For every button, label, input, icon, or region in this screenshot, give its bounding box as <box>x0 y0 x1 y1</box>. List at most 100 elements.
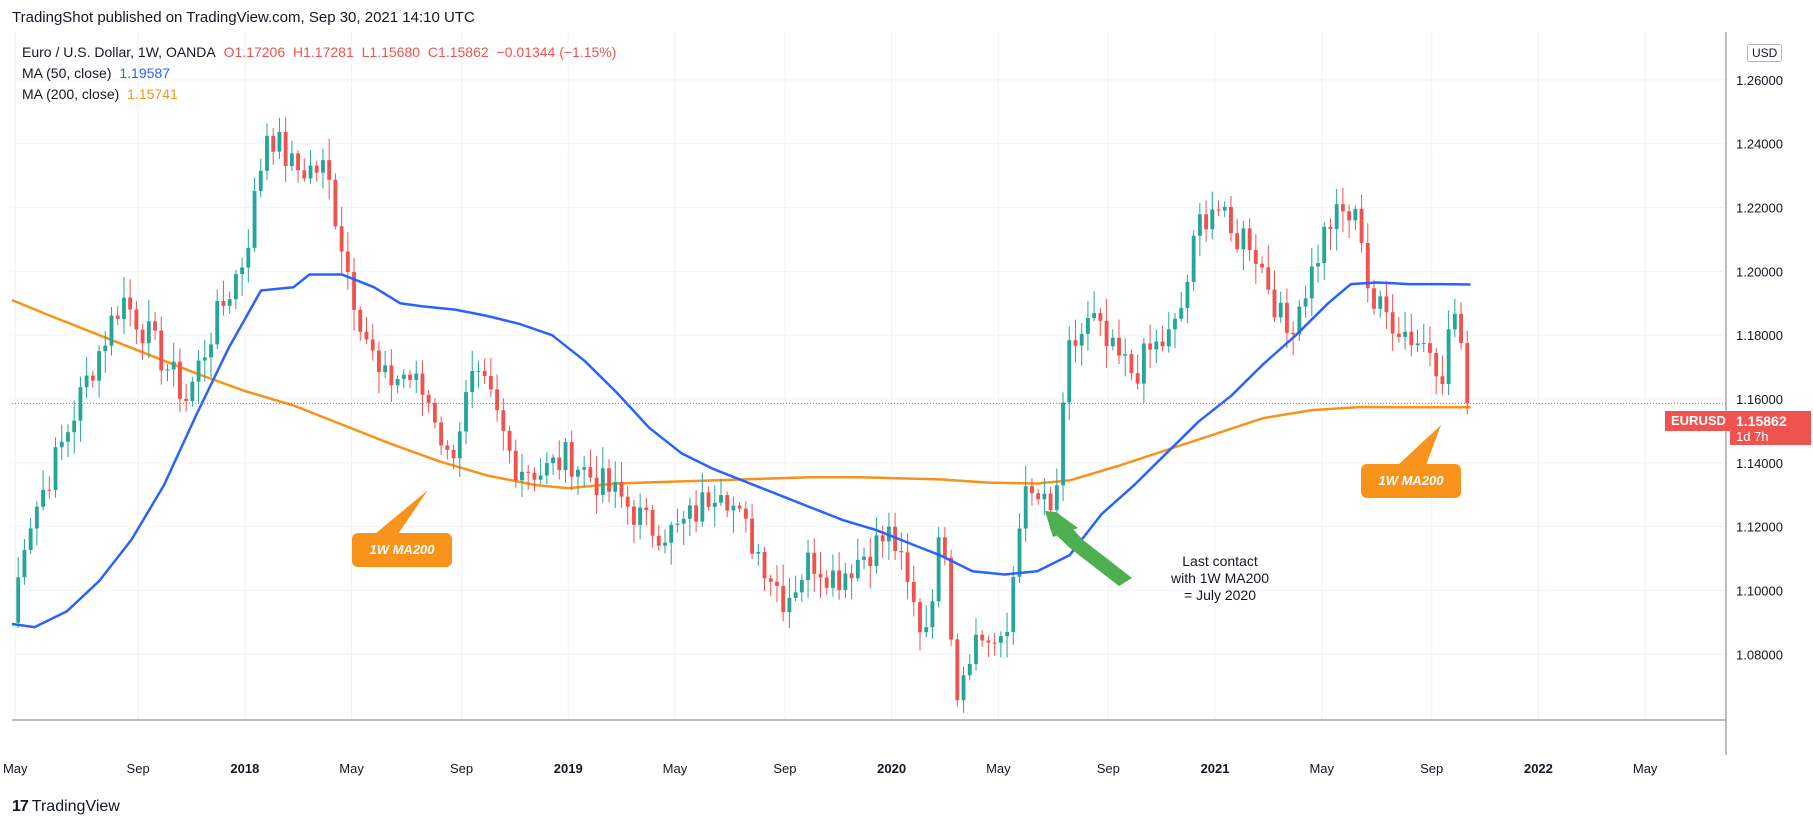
candle-body <box>34 506 39 529</box>
candle-body <box>1005 632 1009 637</box>
time-tick-label: Sep <box>1420 761 1443 776</box>
candle-body <box>563 442 568 471</box>
candle-body <box>1428 343 1432 353</box>
candle-body <box>1396 333 1401 337</box>
candle-body <box>383 365 388 373</box>
candle-body <box>470 371 475 393</box>
candle-body <box>302 170 307 179</box>
ma50-series <box>11 273 1471 629</box>
candle-body <box>843 573 848 591</box>
candle-body <box>582 467 587 470</box>
candle-body <box>911 581 916 603</box>
candle-body <box>146 321 151 344</box>
candle-body <box>488 375 493 390</box>
candle-body <box>862 556 866 560</box>
legend-ma200-value: 1.15741 <box>127 86 178 102</box>
candle-body <box>1036 493 1041 500</box>
candle-body <box>569 442 574 477</box>
candle-body <box>389 365 394 386</box>
price-tick-label: 1.20000 <box>1736 264 1783 279</box>
candle-body <box>1148 343 1153 350</box>
candle-body <box>333 179 338 227</box>
candle-body <box>1334 204 1339 229</box>
candle-body <box>1229 206 1233 234</box>
candle-body <box>526 471 531 473</box>
candle-body <box>1191 235 1196 282</box>
candle-body <box>1085 318 1090 335</box>
candle-body <box>594 477 599 496</box>
candle-body <box>986 640 991 643</box>
candle-body <box>165 369 170 371</box>
candle-body <box>824 577 829 588</box>
candle-body <box>737 505 742 509</box>
candle-body <box>501 410 506 431</box>
candle-body <box>277 131 282 152</box>
price-tick-label: 1.18000 <box>1736 328 1783 343</box>
candle-body <box>700 492 705 522</box>
candle-body <box>588 467 593 478</box>
candle-body <box>209 344 213 358</box>
price-tick-label: 1.22000 <box>1736 201 1783 216</box>
candle-body <box>327 160 332 180</box>
candle-body <box>992 642 997 644</box>
legend-high: H1.17281 <box>293 44 354 60</box>
candle-body <box>364 331 369 340</box>
candle-body <box>656 535 661 546</box>
candle-body <box>22 549 27 578</box>
candle-body <box>159 330 164 371</box>
ma-line <box>11 273 1471 629</box>
candle-body <box>743 508 748 519</box>
time-tick-label: Sep <box>450 761 473 776</box>
candle-body <box>134 309 139 330</box>
candle-body <box>918 602 922 633</box>
candle-body <box>725 495 730 511</box>
price-tick-label: 1.24000 <box>1736 137 1783 152</box>
candle-body <box>961 675 966 701</box>
candle-body <box>1465 343 1470 404</box>
candle-body <box>476 370 481 372</box>
candle-body <box>1079 334 1084 346</box>
candle-body <box>631 506 636 525</box>
candle-body <box>408 374 412 380</box>
candle-body <box>706 492 711 507</box>
candle-body <box>967 664 972 676</box>
candle-body <box>812 552 817 574</box>
time-tick-label: May <box>339 761 364 776</box>
candle-body <box>1067 340 1072 403</box>
candle-body <box>1440 376 1445 384</box>
price-tick-label: 1.10000 <box>1736 583 1783 598</box>
candle-body <box>451 449 456 459</box>
candle-body <box>669 524 674 543</box>
callout-left-pointer <box>375 490 428 534</box>
candle-body <box>1365 242 1370 289</box>
candle-body <box>377 350 381 373</box>
candle-body <box>1073 340 1078 346</box>
currency-label[interactable]: USD <box>1747 44 1783 62</box>
candle-body <box>78 387 83 421</box>
candle-body <box>998 636 1003 643</box>
candle-body <box>557 457 562 471</box>
candle-body <box>1260 263 1264 268</box>
legend-ma200[interactable]: MA (200, close) 1.15741 <box>22 86 182 102</box>
candle-body <box>184 398 189 401</box>
candle-body <box>109 315 114 346</box>
callout-right-pointer <box>1398 425 1441 465</box>
candle-body <box>140 329 145 344</box>
candle-body <box>855 559 860 579</box>
price-tick-label: 1.12000 <box>1736 520 1783 535</box>
candle-body <box>289 153 294 167</box>
candle-body <box>1378 296 1383 309</box>
pointer-arrow-head <box>1045 511 1078 537</box>
candle-body <box>72 420 77 433</box>
candle-body <box>1328 226 1333 229</box>
legend-ma50[interactable]: MA (50, close) 1.19587 <box>22 65 174 81</box>
candle-body <box>756 552 761 554</box>
time-tick-label: 2018 <box>230 761 259 776</box>
candle-body <box>731 505 736 511</box>
candle-body <box>439 422 444 446</box>
candle-body <box>233 274 238 300</box>
candle-body <box>495 389 500 411</box>
legend-low: L1.15680 <box>361 44 421 60</box>
tradingview-logo[interactable]: 17 TradingView <box>12 798 120 816</box>
